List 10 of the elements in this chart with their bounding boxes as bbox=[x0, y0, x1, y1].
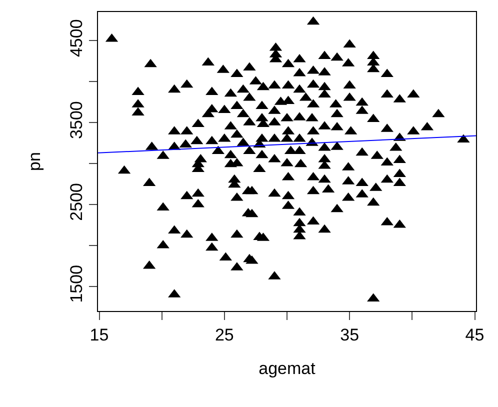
x-tick-label: 45 bbox=[465, 325, 484, 344]
x-tick-label: 35 bbox=[340, 325, 360, 344]
y-tick-label: 1500 bbox=[67, 264, 86, 303]
x-axis-title: agemat bbox=[258, 358, 316, 378]
y-axis-title: pn bbox=[24, 152, 44, 171]
y-tick-label: 2500 bbox=[67, 183, 86, 221]
y-tick-label: 3500 bbox=[67, 101, 86, 139]
x-tick-label: 25 bbox=[214, 325, 234, 344]
x-tick-label: 15 bbox=[90, 325, 109, 344]
y-tick-label: 4500 bbox=[67, 19, 86, 58]
